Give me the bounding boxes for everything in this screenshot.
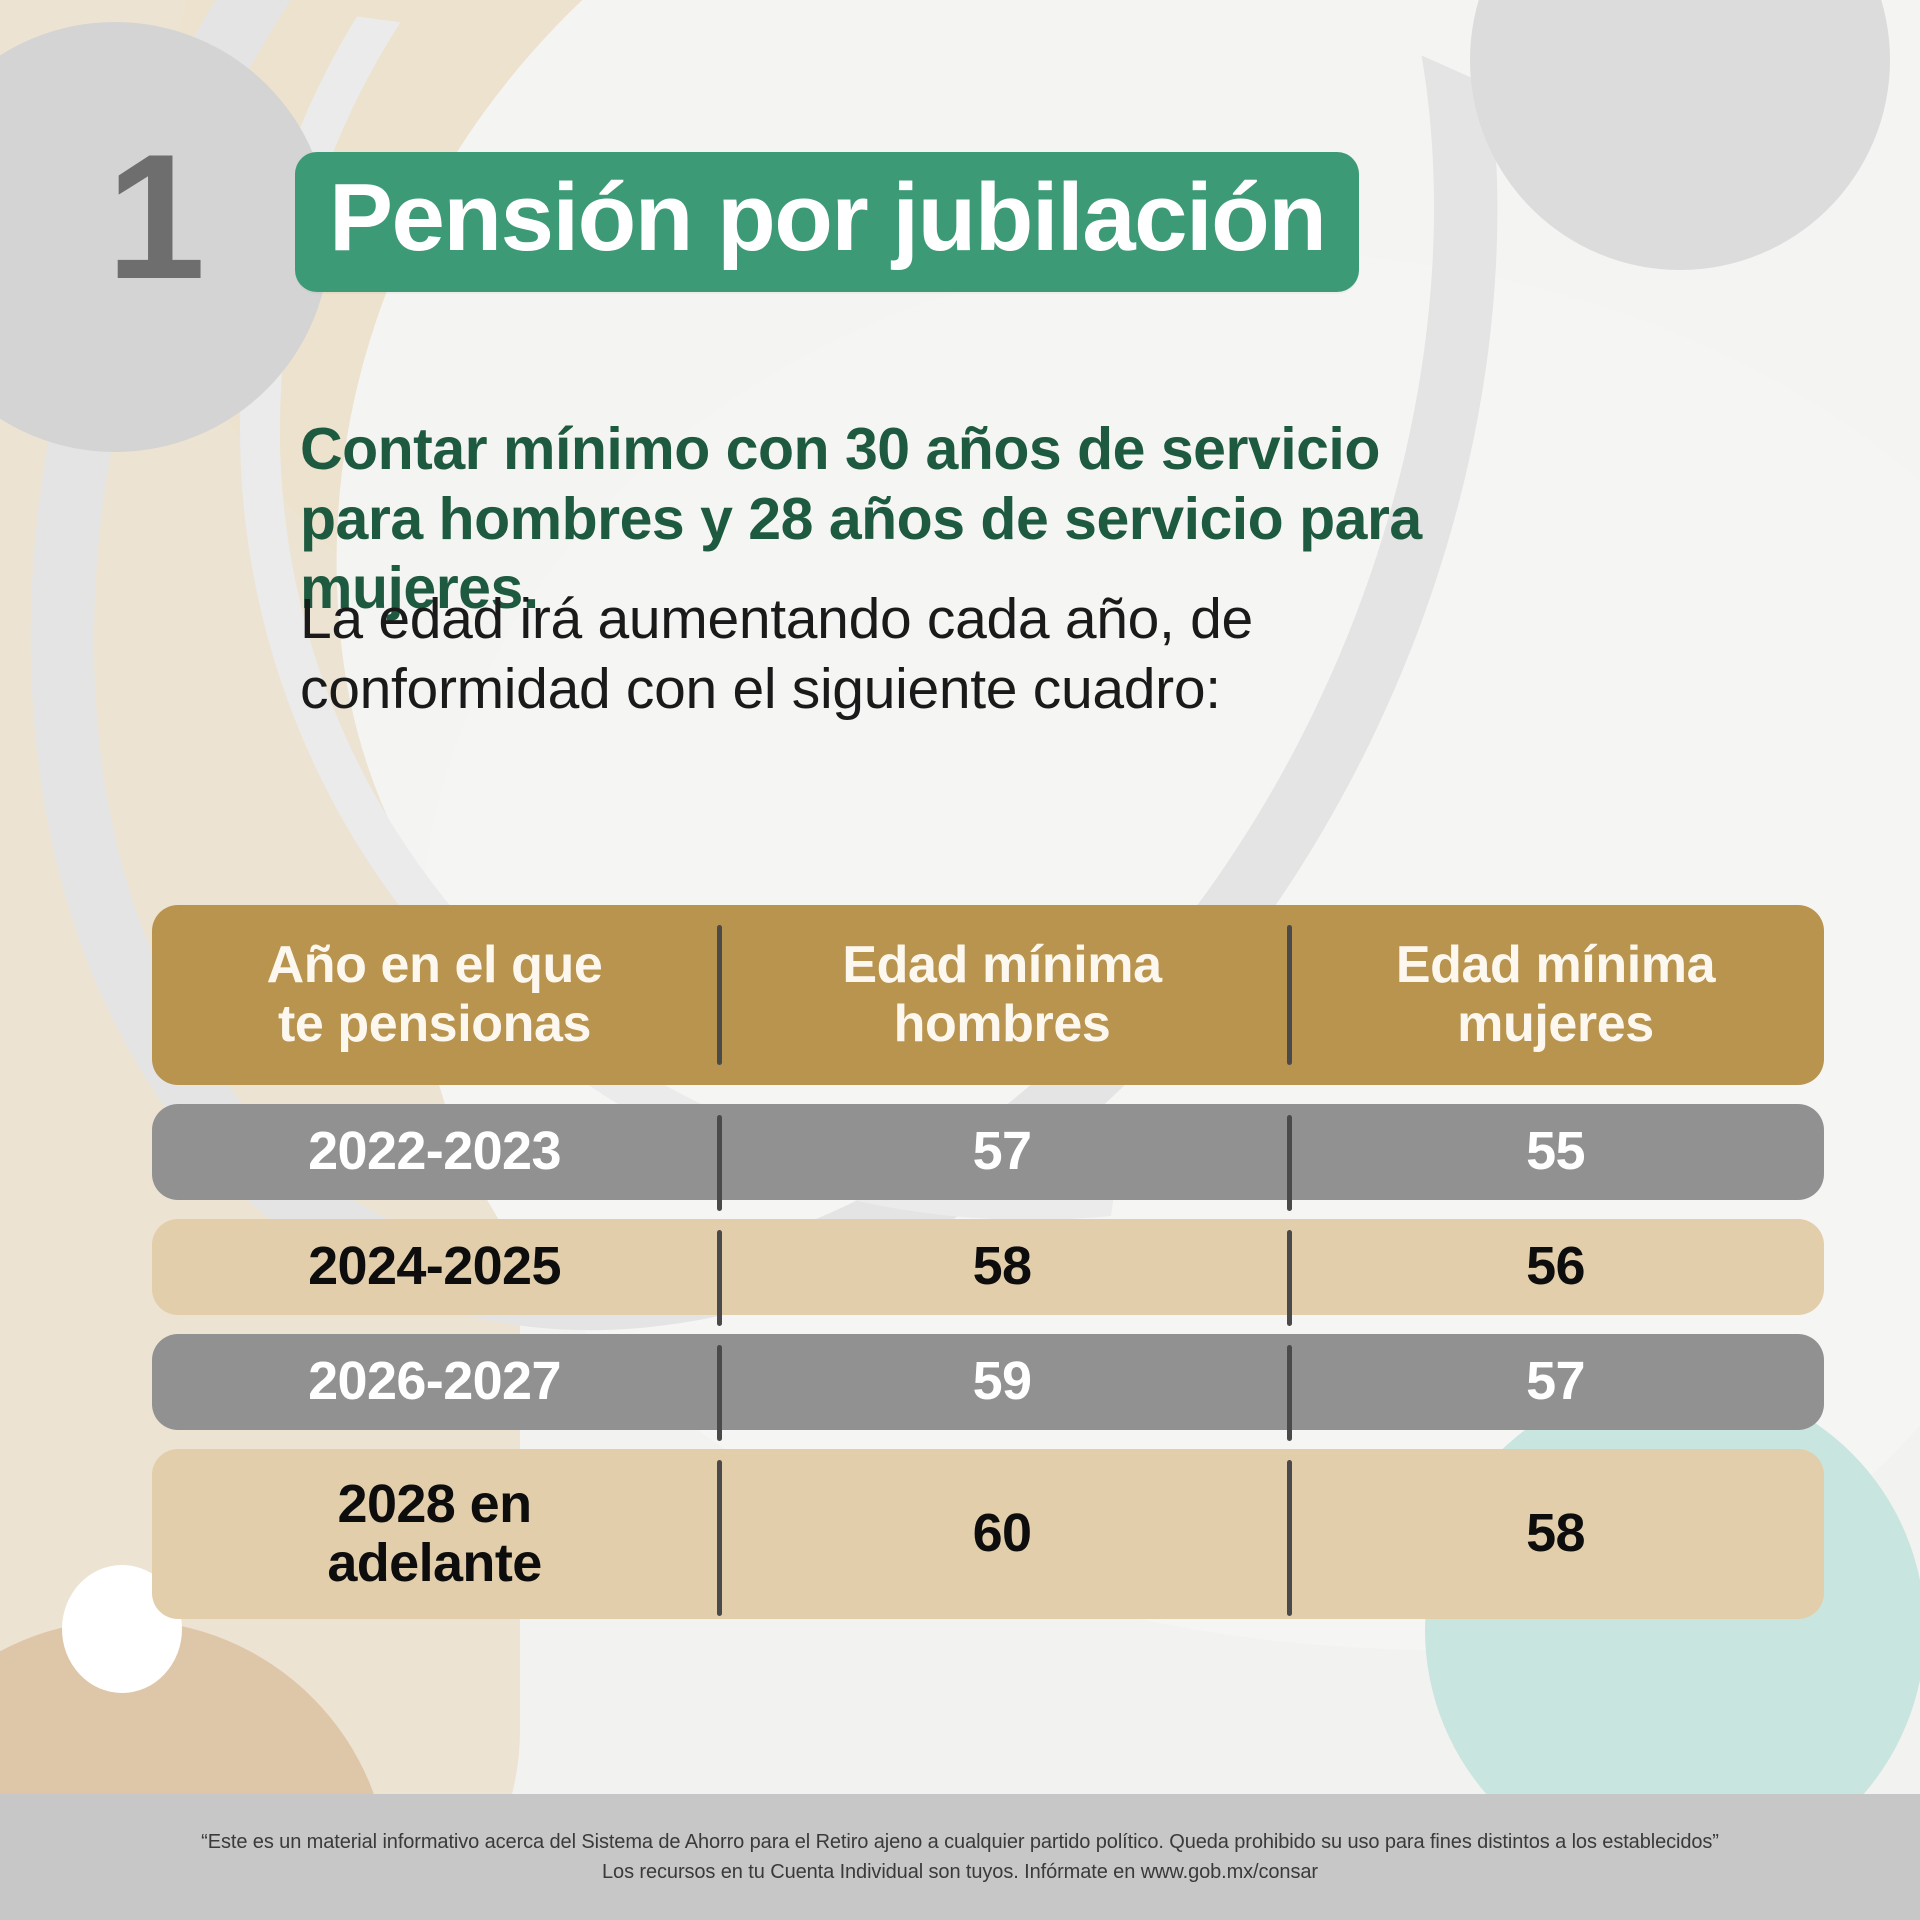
footer-disclaimer: “Este es un material informativo acerca … <box>0 1794 1920 1920</box>
table-row: 2026-2027 59 57 <box>152 1334 1824 1430</box>
column-divider-line <box>1287 1230 1292 1326</box>
column-divider-line <box>1287 1345 1292 1441</box>
column-divider-line <box>717 925 722 1065</box>
column-divider-line <box>1287 1115 1292 1211</box>
column-header-women-line1: Edad mínima <box>1395 935 1716 994</box>
pension-age-table: Año en el que te pensionas Edad mínima h… <box>152 905 1824 1619</box>
intro-regular-line-2: conformidad con el siguiente cuadro: <box>300 656 1221 721</box>
column-divider-line <box>1287 925 1292 1065</box>
intro-regular-paragraph: La edad irá aumentando cada año, de conf… <box>300 585 1500 724</box>
cell-year: 2026-2027 <box>308 1351 561 1412</box>
column-header-year: Año en el que te pensionas <box>152 905 717 1085</box>
cell-women: 57 <box>1526 1351 1585 1412</box>
table-row: 2024-2025 58 56 <box>152 1219 1824 1315</box>
intro-bold-line-2: hombres y 28 años de servicio para mujer… <box>300 485 1422 622</box>
cell-year-line2: adelante <box>327 1533 542 1593</box>
table-row: 2028 en adelante 60 58 <box>152 1449 1824 1619</box>
cell-men: 58 <box>972 1236 1032 1297</box>
cell-men: 59 <box>972 1351 1032 1412</box>
column-divider-line <box>717 1345 722 1441</box>
cell-year: 2024-2025 <box>308 1236 561 1297</box>
footer-line-2: Los recursos en tu Cuenta Individual son… <box>602 1861 1318 1883</box>
column-header-women-line2: mujeres <box>1457 995 1654 1053</box>
column-divider-line <box>717 1460 722 1616</box>
intro-bold-line-1: Contar mínimo con 30 años de servicio pa… <box>300 416 1380 552</box>
cell-women: 56 <box>1526 1236 1585 1297</box>
column-header-men: Edad mínima hombres <box>717 905 1287 1085</box>
column-header-year-line2: te pensionas <box>277 995 592 1053</box>
footer-line-1: “Este es un material informativo acerca … <box>201 1831 1719 1853</box>
column-header-women: Edad mínima mujeres <box>1287 905 1824 1085</box>
table-header-row: Año en el que te pensionas Edad mínima h… <box>152 905 1824 1085</box>
cell-women: 58 <box>1526 1503 1585 1564</box>
column-divider-line <box>717 1230 722 1326</box>
cell-year: 2028 en adelante <box>152 1449 717 1619</box>
cell-year: 2022-2023 <box>308 1121 561 1182</box>
page-title: Pensión por jubilación <box>295 152 1360 292</box>
top-left-grey-circle <box>0 22 330 452</box>
column-divider-line <box>717 1115 722 1211</box>
column-header-men-line2: hombres <box>893 995 1111 1053</box>
intro-bold-paragraph: Contar mínimo con 30 años de servicio pa… <box>300 415 1500 624</box>
cell-men: 60 <box>972 1503 1032 1564</box>
table-row: 2022-2023 57 55 <box>152 1104 1824 1200</box>
cell-men: 57 <box>972 1121 1032 1182</box>
intro-regular-line-1: La edad irá aumentando cada año, de <box>300 587 1253 651</box>
cell-women: 55 <box>1526 1121 1585 1182</box>
cell-year-line1: 2028 en <box>337 1473 533 1534</box>
column-header-men-line1: Edad mínima <box>842 935 1162 994</box>
column-divider-line <box>1287 1460 1292 1616</box>
step-number: 1 <box>106 117 206 316</box>
column-header-year-line1: Año en el que <box>266 935 603 994</box>
